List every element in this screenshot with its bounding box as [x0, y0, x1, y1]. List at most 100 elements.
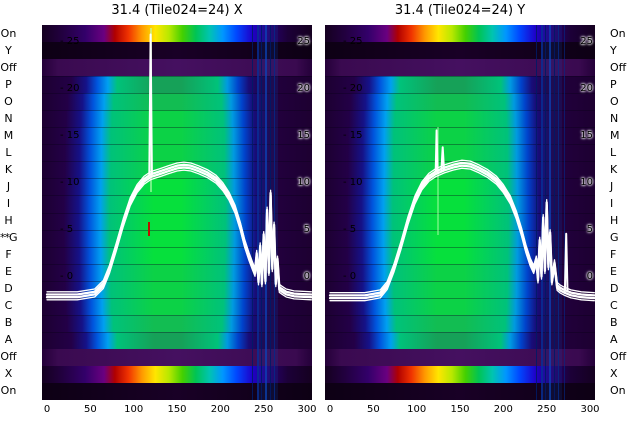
heatmap-row-d	[325, 280, 595, 299]
row-label-right-p: P	[610, 77, 617, 91]
heatmap-row-p	[42, 76, 312, 94]
row-label-left-i: I	[6, 196, 11, 210]
y-tick-label-left: - 25	[343, 36, 363, 47]
y-tick-label-right: 10	[297, 177, 310, 188]
heatmap-row-n	[325, 110, 595, 128]
y-tick-label-right: 0	[303, 271, 310, 282]
heatmap-row-y	[325, 42, 595, 60]
heatmap-row-k	[325, 161, 595, 179]
heatmap-row-o	[325, 93, 595, 111]
row-label-right-x: X	[610, 367, 618, 381]
heatmap-panel-y: - 25 25 - 20 20 - 15 15 - 10 10 - 5 5 - 0 0	[325, 25, 595, 400]
x-tick-label: 50	[366, 404, 380, 415]
artifact-stripe	[553, 25, 555, 400]
row-label-right-k: K	[610, 162, 618, 176]
row-label-right-y: Y	[610, 43, 617, 57]
profile-curve	[563, 232, 569, 293]
row-label-left-j: J	[6, 179, 11, 193]
row-label-left-g: G	[9, 231, 18, 245]
row-label-left-m: M	[3, 128, 14, 142]
x-tick-label: 200	[493, 404, 513, 415]
y-tick-label-right: 20	[580, 83, 593, 94]
row-label-right-h: H	[610, 214, 619, 228]
heatmap-row-a	[325, 331, 595, 350]
heatmap-row-f	[42, 246, 312, 265]
row-label-left-d: D	[4, 282, 13, 296]
artifact-stripe	[536, 25, 538, 400]
profile-curve-svg	[328, 129, 595, 302]
row-label-left-a: A	[4, 333, 13, 347]
row-label-left-n: N	[4, 111, 13, 125]
row-label-left-l: L	[5, 145, 12, 159]
y-tick-label-left: - 15	[60, 130, 80, 141]
row-label-right-n: N	[610, 111, 619, 125]
y-tick-label-left: - 10	[343, 177, 363, 188]
heatmap-row-h	[42, 212, 312, 231]
artifact-stripe	[564, 25, 565, 400]
profile-curve	[328, 164, 595, 300]
y-tick-label-right: 25	[580, 36, 593, 47]
artifact-band	[543, 25, 563, 400]
heatmap-row-l	[325, 144, 595, 162]
heatmap-row-on	[325, 25, 595, 43]
heatmap-row-k	[42, 161, 312, 179]
heatmap-row-off	[42, 59, 312, 77]
heatmap-row-p	[325, 76, 595, 94]
row-label-right-m: M	[610, 128, 620, 142]
row-label-left-p: P	[5, 77, 12, 91]
panel-y-title: 31.4 (Tile024=24) Y	[394, 3, 526, 18]
y-tick-label-left: - 20	[60, 83, 80, 94]
row-label-right-i: I	[610, 196, 614, 210]
heatmap-row-n	[42, 110, 312, 128]
x-tick-label: 250	[254, 404, 274, 415]
heatmap-row-m	[325, 127, 595, 145]
row-label-left-off: Off	[0, 350, 17, 364]
profile-curve	[148, 33, 153, 177]
row-label-right-b: B	[610, 316, 618, 330]
heatmap-row-on	[42, 382, 312, 400]
heatmap-row-j	[42, 178, 312, 197]
row-label-right-on: On	[610, 384, 626, 398]
row-label-left-on: On	[0, 26, 17, 40]
heatmap-row-c	[42, 297, 312, 316]
row-label-right-d: D	[610, 282, 619, 296]
y-tick-label-left: - 0	[60, 271, 74, 282]
row-label-right-c: C	[610, 299, 618, 313]
y-tick-label-right: 20	[297, 83, 310, 94]
row-label-right-on: On	[610, 26, 626, 40]
x-tick-label: 100	[407, 404, 427, 415]
x-tick-label: 0	[326, 404, 334, 415]
artifact-stripe	[256, 25, 259, 400]
y-tick-label-left: - 5	[60, 224, 74, 235]
y-tick-label-left: - 25	[60, 36, 80, 47]
star-marker: **	[0, 231, 10, 245]
heatmap-row-i	[42, 195, 312, 214]
y-tick-label-left: - 5	[343, 224, 357, 235]
y-tick-label-right: 5	[586, 224, 593, 235]
row-label-right-l: L	[610, 145, 617, 159]
row-label-right-a: A	[610, 333, 618, 347]
heatmap-row-on	[42, 25, 312, 43]
heatmap-row-g	[325, 229, 595, 248]
artifact-stripe	[549, 25, 552, 400]
row-label-right-e: E	[610, 265, 617, 279]
heatmap-row-x	[42, 365, 312, 384]
row-label-right-g: G	[610, 231, 619, 245]
x-tick-label: 250	[537, 404, 557, 415]
x-tick-label: 300	[297, 404, 317, 415]
heatmap-row-a	[42, 331, 312, 350]
artifact-stripe	[557, 25, 559, 400]
heatmap-row-off	[325, 348, 595, 367]
y-tick-label-right: 0	[586, 271, 593, 282]
panel-x-title: 31.4 (Tile024=24) X	[111, 3, 243, 18]
artifact-stripe	[274, 25, 276, 400]
row-label-left-e: E	[5, 265, 12, 279]
heatmap-row-b	[42, 314, 312, 333]
heatmap-row-y	[42, 42, 312, 60]
row-label-left-y: Y	[5, 43, 12, 57]
row-label-left-k: K	[4, 162, 13, 176]
artifact-stripe	[540, 25, 543, 400]
row-label-left-x: X	[4, 367, 13, 381]
row-label-left-off: Off	[0, 60, 17, 74]
heatmap-row-c	[325, 297, 595, 316]
